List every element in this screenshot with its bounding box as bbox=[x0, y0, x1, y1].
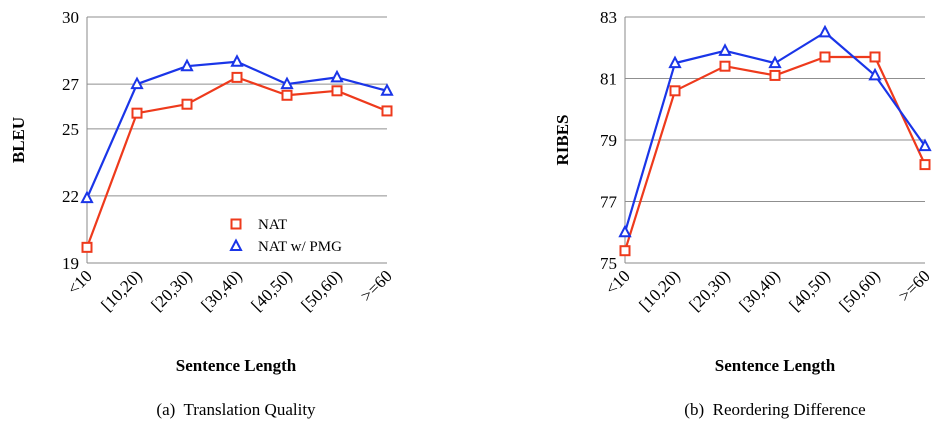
data-point bbox=[668, 55, 682, 69]
chart-a-series bbox=[80, 54, 394, 253]
chart-b-ylabel: RIBES bbox=[553, 114, 572, 165]
legend-marker bbox=[230, 218, 242, 230]
data-point bbox=[869, 51, 881, 63]
data-point bbox=[669, 85, 681, 97]
data-point bbox=[868, 67, 882, 81]
chart-a: BLEU 19 22 25 27 30 <10 [10,20) [20,30) [30,40)… bbox=[9, 8, 396, 419]
x-tick-label: [30,40) bbox=[735, 266, 783, 314]
data-point bbox=[918, 138, 932, 152]
chart-b-x-ticks: <10 [10,20) [20,30) [30,40) [40,50) [50,60) >=… bbox=[602, 266, 934, 314]
chart-a-gridlines bbox=[87, 16, 387, 197]
legend-label: NAT w/ PMG bbox=[258, 239, 342, 255]
data-point bbox=[80, 190, 94, 204]
x-tick-label: [40,50) bbox=[785, 266, 833, 314]
chart-b: RIBES 75 77 79 81 83 <10 [10,20) [20,30) [30,40… bbox=[553, 8, 934, 419]
y-tick-label: 25 bbox=[62, 120, 79, 139]
data-point bbox=[331, 85, 343, 97]
x-tick-label: >=60 bbox=[357, 266, 396, 305]
legend-marker bbox=[229, 238, 243, 251]
data-point bbox=[619, 245, 631, 257]
chart-b-series bbox=[618, 24, 932, 257]
data-point bbox=[618, 224, 632, 238]
data-point bbox=[131, 107, 143, 119]
data-point bbox=[280, 76, 294, 90]
x-tick-label: [50,60) bbox=[297, 266, 345, 314]
y-tick-label: 19 bbox=[62, 254, 79, 273]
x-tick-label: [40,50) bbox=[247, 266, 295, 314]
data-point bbox=[919, 159, 931, 171]
data-point bbox=[768, 55, 782, 69]
data-point bbox=[180, 58, 194, 72]
chart-a-ylabel: BLEU bbox=[9, 117, 28, 163]
x-tick-label: >=60 bbox=[895, 266, 934, 305]
data-point bbox=[281, 89, 293, 101]
y-tick-label: 22 bbox=[62, 187, 79, 206]
data-point bbox=[181, 98, 193, 110]
chart-b-xlabel: Sentence Length bbox=[715, 356, 836, 375]
chart-a-caption: (a) Translation Quality bbox=[156, 400, 316, 419]
y-tick-label: 30 bbox=[62, 8, 79, 27]
y-tick-label: 75 bbox=[600, 254, 617, 273]
chart-a-y-ticks: 19 22 25 27 30 bbox=[62, 8, 80, 273]
y-tick-label: 83 bbox=[600, 8, 617, 27]
x-tick-label: [20,30) bbox=[147, 266, 195, 314]
x-tick-label: [10,20) bbox=[635, 266, 683, 314]
legend-label: NAT bbox=[258, 217, 287, 233]
chart-a-xlabel: Sentence Length bbox=[176, 356, 297, 375]
chart-a-legend: NAT NAT w/ PMG bbox=[229, 217, 342, 255]
data-point bbox=[818, 24, 832, 38]
data-point bbox=[381, 105, 393, 117]
y-tick-label: 27 bbox=[62, 75, 80, 94]
chart-b-y-ticks: 75 77 79 81 83 bbox=[600, 8, 618, 273]
chart-a-x-ticks: <10 [10,20) [20,30) [30,40) [40,50) [50,60) >=… bbox=[64, 266, 396, 314]
data-point bbox=[719, 60, 731, 72]
data-point bbox=[81, 241, 93, 253]
data-point bbox=[380, 83, 394, 96]
x-tick-label: [20,30) bbox=[685, 266, 733, 314]
data-point bbox=[231, 71, 243, 83]
y-tick-label: 81 bbox=[600, 70, 617, 89]
data-point bbox=[330, 69, 344, 83]
x-tick-label: [30,40) bbox=[197, 266, 245, 314]
data-point bbox=[718, 43, 732, 56]
x-tick-label: [10,20) bbox=[97, 266, 145, 314]
data-point bbox=[230, 54, 244, 67]
data-point bbox=[819, 51, 831, 63]
y-tick-label: 77 bbox=[600, 193, 618, 212]
y-tick-label: 79 bbox=[600, 131, 617, 150]
data-point bbox=[130, 76, 144, 90]
x-tick-label: [50,60) bbox=[835, 266, 883, 314]
chart-b-caption: (b) Reordering Difference bbox=[684, 400, 865, 419]
data-point bbox=[769, 69, 781, 81]
